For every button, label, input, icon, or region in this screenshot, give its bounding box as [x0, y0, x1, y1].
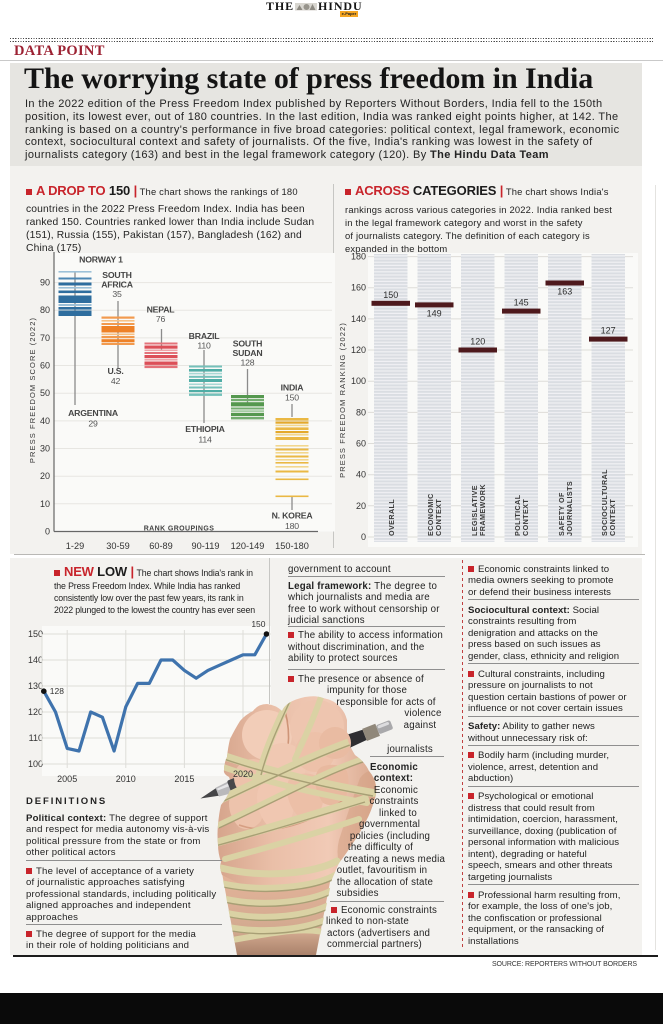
svg-text:42: 42	[111, 376, 121, 386]
svg-text:INDIA: INDIA	[281, 383, 305, 393]
svg-text:114: 114	[198, 435, 212, 445]
svg-text:20: 20	[356, 501, 366, 511]
svg-text:76: 76	[156, 314, 166, 324]
svg-text:140: 140	[28, 655, 43, 665]
svg-text:90-119: 90-119	[192, 541, 220, 551]
svg-text:150-180: 150-180	[275, 541, 309, 551]
svg-text:2010: 2010	[116, 774, 136, 784]
svg-text:120-149: 120-149	[231, 541, 265, 551]
svg-text:JOURNALISTS: JOURNALISTS	[565, 481, 574, 536]
svg-text:ECONOMIC: ECONOMIC	[426, 493, 435, 536]
svg-text:FRAMEWORK: FRAMEWORK	[478, 484, 487, 536]
svg-text:N. KOREA: N. KOREA	[272, 511, 314, 521]
svg-text:100: 100	[28, 759, 43, 769]
svg-text:150: 150	[383, 290, 398, 300]
svg-text:SOUTH: SOUTH	[102, 270, 131, 280]
svg-text:CONTEXT: CONTEXT	[608, 499, 617, 536]
svg-text:100: 100	[351, 376, 366, 386]
svg-text:60: 60	[356, 439, 366, 449]
svg-text:CONTEXT: CONTEXT	[521, 499, 530, 536]
svg-text:CONTEXT: CONTEXT	[434, 499, 443, 536]
svg-text:BRAZIL: BRAZIL	[189, 331, 221, 341]
svg-text:AFRICA: AFRICA	[101, 280, 134, 290]
svg-text:SUDAN: SUDAN	[233, 348, 263, 358]
svg-text:29: 29	[88, 419, 98, 429]
svg-text:U.S.: U.S.	[107, 366, 123, 376]
svg-text:150: 150	[251, 619, 265, 629]
svg-text:POLITICAL: POLITICAL	[513, 494, 522, 536]
svg-text:140: 140	[351, 314, 366, 324]
svg-text:120: 120	[470, 337, 485, 347]
svg-text:LEGISLATIVE: LEGISLATIVE	[470, 485, 479, 536]
svg-text:SOCIOCULTURAL: SOCIOCULTURAL	[600, 469, 609, 536]
svg-text:2015: 2015	[174, 774, 194, 784]
svg-text:130: 130	[28, 681, 43, 691]
svg-text:180: 180	[285, 521, 299, 531]
svg-text:90: 90	[40, 278, 50, 288]
svg-text:30: 30	[40, 444, 50, 454]
svg-text:60-89: 60-89	[149, 541, 173, 551]
svg-text:35: 35	[112, 289, 122, 299]
svg-text:80: 80	[40, 305, 50, 315]
svg-text:180: 180	[351, 252, 366, 262]
svg-text:127: 127	[601, 326, 616, 336]
svg-text:SOUTH: SOUTH	[233, 339, 262, 349]
svg-text:145: 145	[514, 298, 529, 308]
svg-text:ARGENTINA: ARGENTINA	[68, 408, 119, 418]
svg-text:80: 80	[356, 407, 366, 417]
svg-text:PRESS FREEDOM SCORE (2022): PRESS FREEDOM SCORE (2022)	[28, 317, 37, 463]
svg-text:ETHIOPIA: ETHIOPIA	[185, 424, 225, 434]
svg-text:30-59: 30-59	[106, 541, 130, 551]
svg-text:NORWAY 1: NORWAY 1	[79, 255, 123, 265]
svg-text:40: 40	[356, 470, 366, 480]
svg-text:NEPAL: NEPAL	[147, 305, 176, 315]
svg-text:OVERALL: OVERALL	[387, 499, 396, 536]
svg-text:0: 0	[361, 532, 366, 542]
svg-text:163: 163	[557, 287, 572, 297]
svg-text:150: 150	[285, 393, 299, 403]
svg-text:10: 10	[40, 499, 50, 509]
svg-text:128: 128	[241, 358, 255, 368]
svg-text:PRESS FREEDOM RANKING (2022): PRESS FREEDOM RANKING (2022)	[338, 322, 347, 478]
svg-text:20: 20	[40, 471, 50, 481]
svg-text:150: 150	[28, 629, 43, 639]
svg-text:120: 120	[351, 345, 366, 355]
svg-text:RANK GROUPINGS: RANK GROUPINGS	[144, 526, 215, 533]
svg-text:149: 149	[427, 308, 442, 318]
svg-text:1-29: 1-29	[66, 541, 84, 551]
svg-text:40: 40	[40, 416, 50, 426]
svg-text:50: 50	[40, 388, 50, 398]
svg-text:128: 128	[50, 686, 64, 696]
svg-text:SAFETY OF: SAFETY OF	[557, 492, 566, 536]
svg-text:60: 60	[40, 361, 50, 371]
svg-text:70: 70	[40, 333, 50, 343]
svg-text:2005: 2005	[57, 774, 77, 784]
svg-text:160: 160	[351, 283, 366, 293]
svg-text:120: 120	[28, 707, 43, 717]
svg-text:110: 110	[29, 733, 43, 743]
svg-text:0: 0	[45, 527, 50, 537]
svg-text:110: 110	[197, 341, 211, 351]
